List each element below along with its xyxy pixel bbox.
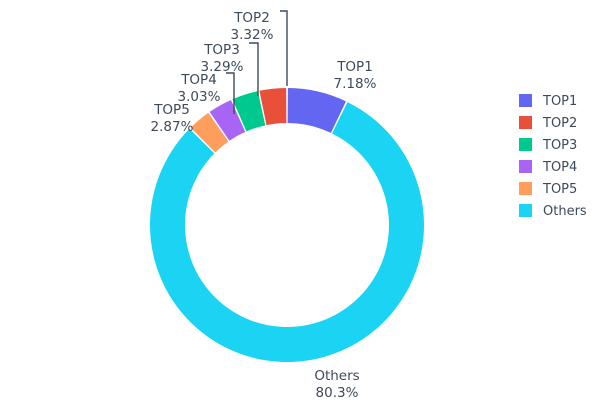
slice-label-name-top5: TOP5 xyxy=(153,102,190,118)
slice-label-name-top3: TOP3 xyxy=(203,42,240,58)
donut-slice-top4[interactable] xyxy=(209,99,246,141)
legend-label-top4: TOP4 xyxy=(542,160,577,175)
legend-swatch-top5 xyxy=(519,182,532,195)
legend-label-top5: TOP5 xyxy=(542,182,577,197)
legend-item-top1[interactable]: TOP1 xyxy=(519,94,577,109)
donut-slice-top5[interactable] xyxy=(190,112,229,153)
slice-label-name-top1: TOP1 xyxy=(336,59,373,75)
legend-label-top2: TOP2 xyxy=(542,116,577,131)
donut-slice-top1[interactable] xyxy=(287,88,346,133)
slice-label-value-others: 80.3% xyxy=(316,385,359,400)
slice-label-value-top2: 3.32% xyxy=(231,27,274,43)
slice-label-name-others: Others xyxy=(314,368,359,384)
leader-lines-group xyxy=(226,10,288,114)
donut-slice-others[interactable] xyxy=(150,102,425,362)
legend-swatch-top1 xyxy=(519,94,532,107)
slice-label-value-top1: 7.18% xyxy=(334,76,377,92)
legend-swatch-top4 xyxy=(519,160,532,173)
leader-line-top3 xyxy=(249,42,259,96)
legend: TOP1 TOP2 TOP3 TOP4 TOP5 Others xyxy=(519,94,587,219)
legend-item-others[interactable]: Others xyxy=(519,204,587,219)
slice-label-value-top3: 3.29% xyxy=(201,59,244,75)
donut-slice-top3[interactable] xyxy=(232,91,266,132)
legend-item-top2[interactable]: TOP2 xyxy=(519,116,577,131)
slice-label-name-top4: TOP4 xyxy=(180,72,217,88)
legend-swatch-others xyxy=(519,204,532,217)
leader-line-top2 xyxy=(280,10,288,86)
slice-label-value-top4: 3.03% xyxy=(178,89,221,105)
legend-label-top3: TOP3 xyxy=(542,138,577,153)
legend-swatch-top2 xyxy=(519,116,532,129)
leader-line-top4 xyxy=(226,72,235,114)
legend-item-top5[interactable]: TOP5 xyxy=(519,182,577,197)
legend-item-top4[interactable]: TOP4 xyxy=(519,160,577,175)
legend-item-top3[interactable]: TOP3 xyxy=(519,138,577,153)
slice-label-name-top2: TOP2 xyxy=(233,10,270,26)
legend-swatch-top3 xyxy=(519,138,532,151)
donut-slices-group xyxy=(150,88,425,362)
slice-label-value-top5: 2.87% xyxy=(151,119,194,135)
legend-label-top1: TOP1 xyxy=(542,94,577,109)
legend-label-others: Others xyxy=(543,204,587,219)
donut-slice-top2[interactable] xyxy=(259,88,287,126)
